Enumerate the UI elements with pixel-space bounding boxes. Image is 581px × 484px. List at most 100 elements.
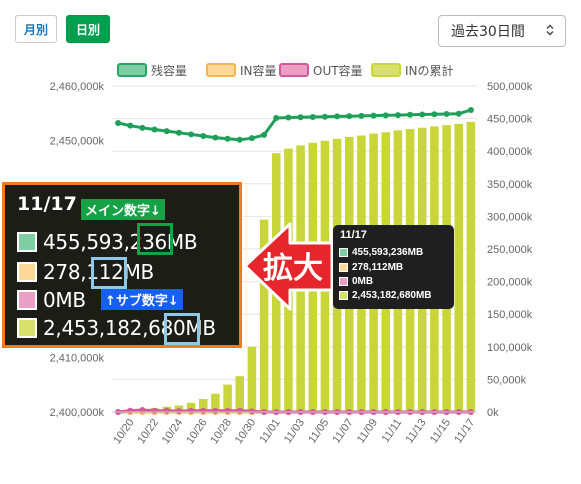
legend-swatch [117, 63, 147, 77]
remain-swatch [17, 232, 37, 252]
series-point [297, 114, 304, 121]
right-tick-label: 200,000k [487, 277, 533, 289]
series-point [188, 131, 195, 138]
right-tick-label: 450,000k [487, 114, 533, 126]
series-point [382, 112, 389, 119]
series-point [236, 407, 243, 414]
series-point [127, 122, 134, 129]
series-point [321, 113, 328, 120]
zoomed-in-value: 278,112MB [43, 260, 154, 284]
cumulative-bar [186, 402, 196, 412]
tooltip-remain-value: 455,593,236MB [352, 247, 424, 258]
series-point [127, 407, 134, 414]
right-tick-label: 100,000k [487, 342, 533, 354]
cumulative-bar [259, 219, 269, 412]
series-point [419, 111, 426, 118]
series-point [334, 113, 341, 120]
series-point [358, 112, 365, 119]
legend-label: INの累計 [405, 63, 454, 78]
tooltip-out-swatch [339, 277, 348, 286]
x-tick-label: 10/26 [184, 417, 210, 446]
zoom-arrow-callout [243, 222, 334, 311]
tooltip-row-remain: 455,593,236MB [339, 247, 423, 258]
zoomed-row-in: 278,112MB [17, 259, 154, 285]
left-tick-label: 2,450,000k [50, 135, 105, 147]
tooltip-row-in: 278,112MB [339, 262, 403, 273]
series-point [309, 113, 316, 120]
cumulative-bar [466, 121, 476, 413]
tab-daily[interactable]: 日別 [66, 15, 110, 43]
x-tick-label: 10/28 [208, 417, 234, 446]
period-select-value: 過去30日間 [451, 24, 525, 40]
tab-monthly[interactable]: 月別 [15, 15, 57, 43]
tooltip-cum-swatch [339, 291, 348, 300]
left-tick-label: 2,410,000k [50, 353, 105, 365]
series-point [188, 407, 195, 414]
zoomed-out-value: 0MB [43, 288, 86, 312]
cum-swatch [17, 318, 37, 338]
series-point [200, 132, 207, 139]
chevron-updown-icon [546, 24, 554, 36]
right-tick-label: 0k [487, 407, 499, 419]
tooltip-cum-value: 2,453,182,680MB [352, 290, 432, 301]
tooltip-date: 11/17 [340, 229, 367, 241]
right-tick-label: 500,000k [487, 81, 533, 93]
sub-digit-highlight-in [91, 257, 127, 289]
right-tick-label: 400,000k [487, 146, 533, 158]
zoomed-remain-value: 455,593,236MB [43, 230, 198, 254]
series-point [163, 128, 170, 135]
cumulative-bar [198, 398, 208, 412]
series-point [139, 124, 146, 131]
right-tick-label: 50,000k [487, 374, 527, 386]
series-point [212, 407, 219, 414]
right-axis: 500,000k 450,000k 400,000k 350,000k 300,000k… [487, 81, 533, 419]
left-tick-label: 2,460,000k [50, 81, 105, 93]
zoom-callout-label: 拡大 [263, 251, 323, 286]
series-point [163, 407, 170, 414]
zoomed-tooltip: 11/17 メイン数字↓ 455,593,236MB 278,112MB 0MB… [2, 182, 242, 348]
series-point [346, 113, 353, 120]
legend-swatch [371, 63, 401, 77]
out-swatch [17, 290, 37, 310]
series-point [285, 114, 292, 121]
series-point [151, 126, 158, 133]
right-tick-label: 350,000k [487, 179, 533, 191]
series-point [394, 112, 401, 119]
series-point [455, 110, 462, 117]
series-point [224, 135, 231, 142]
series-point [236, 136, 243, 143]
cumulative-bar [454, 123, 464, 412]
sub-digit-tag: ↑サブ数字↓ [101, 289, 183, 310]
x-tick-label: 11/07 [331, 417, 356, 446]
legend-swatch [279, 63, 309, 77]
tooltip-row-cum: 2,453,182,680MB [339, 290, 432, 301]
series-point [273, 115, 280, 122]
x-tick-label: 11/15 [428, 417, 453, 446]
legend-label: OUT容量 [313, 63, 363, 78]
cumulative-bar [247, 346, 257, 412]
series-point [248, 408, 255, 415]
right-tick-label: 150,000k [487, 309, 533, 321]
series-point [224, 407, 231, 414]
series-point [151, 407, 158, 414]
in-swatch [17, 262, 37, 282]
tooltip-remain-swatch [339, 248, 348, 257]
right-tick-label: 250,000k [487, 244, 533, 256]
zoomed-row-out: 0MB [17, 287, 86, 313]
series-point [175, 129, 182, 136]
legend-label: 残容量 [151, 63, 187, 78]
series-point [200, 407, 207, 414]
x-tick-label: 10/24 [160, 417, 186, 446]
tooltip-out-value: 0MB [352, 276, 374, 287]
series-point [370, 112, 377, 119]
x-tick-label: 10/30 [233, 417, 259, 446]
main-digit-tag: メイン数字↓ [81, 199, 165, 220]
zoomed-cum-value: 2,453,182,680MB [43, 316, 216, 340]
right-tick-label: 300,000k [487, 211, 533, 223]
chart-legend: 残容量 IN容量 OUT容量 INの累計 [117, 63, 454, 78]
main-digit-highlight [137, 223, 173, 255]
period-select[interactable]: 過去30日間 [438, 15, 566, 47]
series-line [117, 108, 472, 142]
x-tick-label: 11/13 [404, 417, 429, 446]
